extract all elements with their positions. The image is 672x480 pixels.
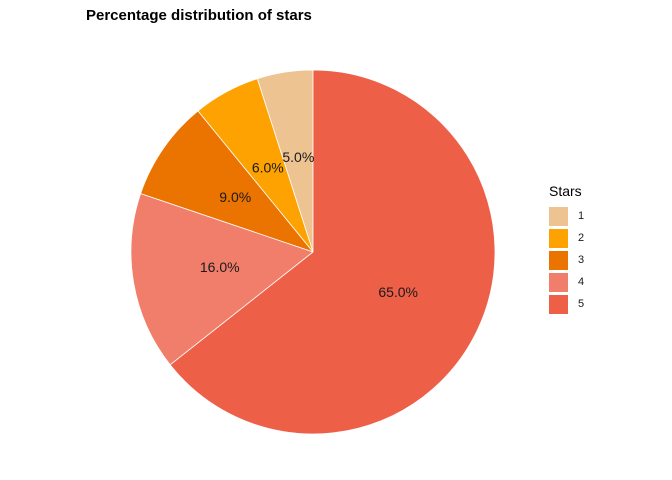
legend: Stars 1 2 3 4 5 [549, 183, 584, 315]
legend-item-4: 4 [549, 271, 584, 293]
slice-label-4: 16.0% [200, 259, 240, 275]
slice-label-1: 5.0% [282, 149, 314, 165]
slice-label-3: 9.0% [219, 189, 251, 205]
legend-title: Stars [549, 183, 582, 199]
legend-label: 1 [578, 210, 585, 222]
legend-label: 3 [578, 254, 585, 266]
slice-label-5: 65.0% [378, 284, 418, 300]
legend-swatch [549, 228, 568, 248]
legend-items: 1 2 3 4 5 [549, 205, 584, 315]
legend-label: 4 [578, 276, 585, 288]
chart-title: Percentage distribution of stars [86, 7, 312, 24]
pie-slice-5 [169, 69, 496, 435]
legend-swatch [549, 294, 568, 314]
legend-item-1: 1 [549, 205, 584, 227]
legend-label: 5 [578, 298, 585, 310]
pie-slice-3 [140, 110, 315, 253]
slice-label-2: 6.0% [252, 160, 284, 176]
pie-slice-4 [130, 193, 314, 366]
pie-slices [130, 69, 496, 435]
legend-swatch [549, 250, 568, 270]
legend-item-3: 3 [549, 249, 584, 271]
legend-item-2: 2 [549, 227, 584, 249]
pie-slice-labels: 5.0%6.0%9.0% 16.0% 65.0% [200, 149, 418, 300]
legend-item-5: 5 [549, 293, 584, 315]
legend-swatch [549, 272, 568, 292]
legend-swatch [549, 206, 568, 226]
legend-label: 2 [578, 232, 585, 244]
